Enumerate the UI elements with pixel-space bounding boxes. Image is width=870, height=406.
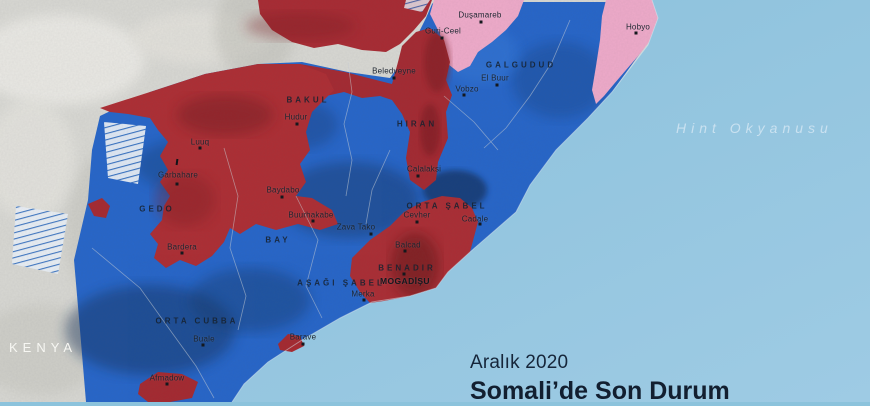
- city-label-hobyo: Hobyo: [625, 22, 651, 32]
- city-label-balcad: Balcad: [395, 240, 421, 250]
- city-label-luuq: Luuq: [190, 137, 210, 147]
- city-label-merka: Merka: [351, 289, 375, 299]
- region-label-gedo: GEDO: [139, 204, 175, 214]
- city-marker-beledveyne: [392, 76, 396, 80]
- city-marker-balcad: [403, 249, 407, 253]
- region-label-orta-abel: ORTA ŞABEL: [406, 201, 488, 211]
- city-marker-hudur: [295, 122, 299, 126]
- city-marker-vobzo: [462, 93, 466, 97]
- city-marker-hobyo: [634, 31, 638, 35]
- city-label-hudur: Hudur: [284, 112, 308, 122]
- city-label-garbahare: Garbahare: [157, 170, 199, 180]
- city-label-zava-tako: Zava Tako: [336, 222, 376, 232]
- city-marker-barave: [301, 342, 305, 346]
- city-label-cadale: Cadale: [461, 214, 489, 224]
- city-marker-garbahare: [175, 182, 179, 186]
- city-label-baydabo: Baydabo: [266, 185, 300, 195]
- region-label-hiran: HIRAN: [396, 119, 438, 129]
- city-marker-cadale: [478, 222, 482, 226]
- city-label-mogadi-u: MOGADİŞU: [380, 276, 430, 286]
- region-label-galgudud: GALGUDUD: [485, 60, 557, 70]
- city-label-vobzo: Vobzo: [455, 84, 479, 94]
- region-label-bakul: BAKUL: [286, 95, 330, 105]
- city-label-bardera: Bardera: [167, 242, 197, 252]
- region-label-a-a-i-abel: AŞAĞI ŞABEL: [297, 278, 385, 288]
- city-marker-afmadow: [165, 382, 169, 386]
- city-label-afmadow: Afmadow: [149, 373, 185, 383]
- city-marker-cevher: [415, 220, 419, 224]
- city-label-guri-ceel: Guri-Ceel: [424, 26, 462, 36]
- caption-date: Aralık 2020: [470, 352, 569, 373]
- city-label-barave: Barave: [289, 332, 317, 342]
- region-label-benadir: BENADIR: [378, 263, 436, 273]
- region-label-bay: BAY: [265, 235, 291, 245]
- region-label-orta-cubba: ORTA CUBBA: [155, 316, 239, 326]
- city-marker-luuq: [198, 146, 202, 150]
- city-label-calalaksi: Calalaksi: [406, 164, 442, 174]
- ocean-label: Hint Okyanusu: [676, 120, 833, 136]
- city-marker-du-amareb: [479, 20, 483, 24]
- city-label-el-buur: El Buur: [481, 73, 509, 83]
- city-marker-el-buur: [495, 83, 499, 87]
- city-marker-calalaksi: [416, 174, 420, 178]
- city-marker-merka: [362, 298, 366, 302]
- city-marker-bardera: [180, 251, 184, 255]
- city-marker-buurhakabe: [311, 219, 315, 223]
- city-label-cevher: Cevher: [403, 210, 431, 220]
- infographic-caption: Aralık 2020 Somali’de Son Durum: [470, 352, 730, 406]
- caption-title: Somali’de Son Durum: [470, 377, 730, 405]
- city-marker-baydabo: [280, 195, 284, 199]
- city-marker-buale: [201, 343, 205, 347]
- city-label-buurhakabe: Buurhakabe: [288, 210, 334, 220]
- city-marker-zava-tako: [369, 232, 373, 236]
- city-marker-mogadi-u: [402, 272, 406, 276]
- city-label-beledveyne: Beledveyne: [372, 66, 416, 76]
- city-label-buale: Buale: [193, 334, 215, 344]
- city-label-du-amareb: Duşamareb: [458, 10, 502, 20]
- country-label-kenya: KENYA: [9, 340, 78, 355]
- city-marker-guri-ceel: [440, 36, 444, 40]
